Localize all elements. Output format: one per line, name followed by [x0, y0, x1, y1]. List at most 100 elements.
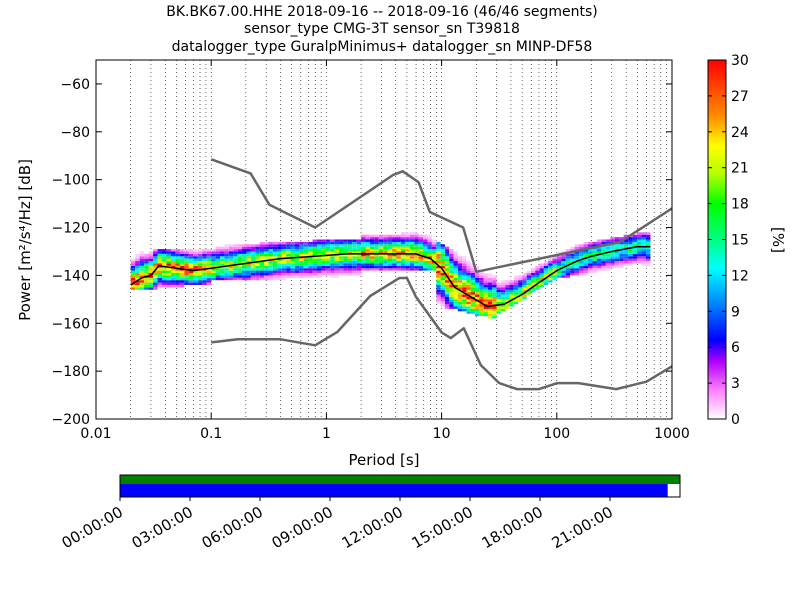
- heatmap-cell: [405, 237, 410, 240]
- heatmap-cell: [206, 249, 212, 252]
- heatmap-cell: [423, 263, 428, 266]
- heatmap-cell: [139, 282, 145, 285]
- heatmap-cell: [466, 296, 471, 300]
- heatmap-cell: [637, 256, 642, 259]
- heatmap-cell: [343, 268, 348, 271]
- heatmap-cell: [500, 289, 506, 293]
- heatmap-cell: [605, 246, 611, 250]
- noise-models: [210, 158, 672, 391]
- heatmap-cell: [570, 263, 575, 266]
- heatmap-cell: [352, 244, 357, 247]
- heatmap-cell: [206, 273, 212, 276]
- heatmap-cell: [487, 289, 493, 293]
- heatmap-cell: [543, 270, 549, 274]
- heatmap-cell: [574, 268, 580, 271]
- heatmap-cell: [645, 256, 651, 259]
- heatmap-cell: [188, 268, 194, 271]
- heatmap-cell: [623, 234, 629, 238]
- heatmap-cell: [466, 304, 471, 307]
- heatmap-cell: [378, 239, 384, 242]
- heatmap-cell: [161, 263, 167, 266]
- heatmap-cell: [259, 263, 265, 266]
- heatmap-cell: [215, 253, 221, 257]
- heatmap-cell: [466, 268, 471, 271]
- heatmap-cell: [325, 239, 331, 242]
- heatmap-cell: [483, 277, 488, 281]
- heatmap-cell: [436, 296, 441, 300]
- heatmap-cell: [479, 296, 484, 300]
- heatmap-cell: [365, 251, 370, 254]
- heatmap-cell: [396, 268, 401, 271]
- heatmap-cell: [237, 275, 243, 278]
- heatmap-cell: [188, 258, 194, 262]
- heatmap-cell: [628, 239, 633, 242]
- heatmap-cell: [457, 294, 463, 297]
- heatmap-cell: [286, 268, 291, 271]
- heatmap-cell: [570, 246, 575, 250]
- heatmap-cell: [440, 304, 445, 307]
- heatmap-cell: [259, 251, 265, 254]
- heatmap-cell: [487, 316, 493, 319]
- heatmap-cell: [505, 296, 510, 300]
- heatmap-cell: [308, 253, 313, 257]
- heatmap-cell: [193, 251, 198, 254]
- heatmap-cell: [206, 258, 212, 262]
- heatmap-cell: [268, 241, 273, 245]
- heatmap-cell: [579, 253, 584, 257]
- heatmap-cell: [565, 253, 571, 257]
- heatmap-cell: [272, 249, 278, 252]
- heatmap-cell: [431, 265, 437, 269]
- heatmap-cell: [470, 289, 476, 293]
- colorbar-tick-label: 15: [731, 233, 749, 249]
- heatmap-cell: [637, 234, 642, 238]
- heatmap-cell: [130, 261, 136, 264]
- heatmap-cell: [157, 282, 162, 285]
- heatmap-cell: [184, 280, 189, 283]
- heatmap-cell: [492, 284, 497, 288]
- heatmap-cell: [427, 268, 432, 271]
- heatmap-cell: [418, 244, 424, 247]
- heatmap-cell: [316, 270, 322, 274]
- heatmap-cell: [246, 244, 251, 247]
- heatmap-cell: [277, 246, 282, 250]
- heatmap-cell: [259, 265, 265, 269]
- heatmap-cell: [479, 292, 484, 295]
- heatmap-cell: [184, 282, 189, 285]
- heatmap-cell: [423, 237, 428, 240]
- heatmap-cell: [457, 296, 463, 300]
- heatmap-cell: [242, 246, 247, 250]
- heatmap-cell: [281, 268, 287, 271]
- heatmap-cell: [449, 294, 454, 297]
- heatmap-cell: [614, 263, 620, 266]
- heatmap-cell: [436, 270, 441, 274]
- heatmap-cell: [505, 299, 510, 302]
- heatmap-cell: [361, 261, 366, 264]
- heatmap-cell: [206, 277, 212, 281]
- heatmap-cell: [135, 265, 140, 269]
- heatmap-cell: [334, 273, 340, 276]
- heatmap-cell: [281, 251, 287, 254]
- heatmap-cell: [601, 246, 606, 250]
- heatmap-cell: [387, 261, 393, 264]
- heatmap-cell: [570, 253, 575, 257]
- heatmap-cell: [188, 253, 194, 257]
- heatmap-cell: [574, 258, 580, 262]
- heatmap-cell: [139, 273, 145, 276]
- heatmap-cell: [588, 258, 593, 262]
- heatmap-cell: [339, 251, 344, 254]
- heatmap-cell: [543, 265, 549, 269]
- heatmap-cell: [148, 256, 154, 259]
- heatmap-cell: [197, 249, 203, 252]
- heatmap-cell: [396, 263, 401, 266]
- heatmap-cell: [135, 258, 140, 262]
- heatmap-cell: [339, 268, 344, 271]
- heatmap-cell: [264, 270, 269, 274]
- heatmap-cell: [543, 273, 549, 276]
- heatmap-cell: [211, 270, 216, 274]
- heatmap-cell: [588, 265, 593, 269]
- heatmap-cell: [513, 287, 519, 290]
- heatmap-cell: [457, 301, 463, 305]
- heatmap-cell: [179, 282, 185, 285]
- heatmap-cell: [453, 253, 458, 257]
- heatmap-cell: [259, 261, 265, 264]
